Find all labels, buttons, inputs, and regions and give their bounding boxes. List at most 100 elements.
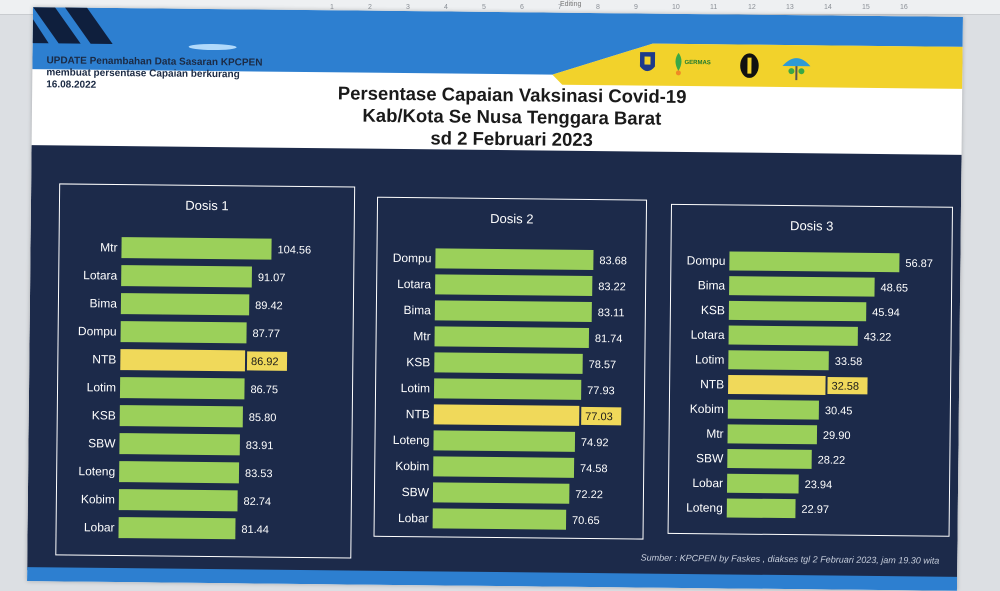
category-label: KSB [701, 303, 725, 317]
ruler-tick: 9 [634, 4, 638, 11]
value-label: 70.65 [572, 515, 600, 527]
value-label: 74.58 [580, 463, 608, 475]
value-label: 86.75 [250, 384, 278, 396]
ruler-tick: 8 [596, 4, 600, 11]
ruler-tick: 10 [672, 4, 680, 11]
bar [727, 399, 819, 420]
ruler-tick: 14 [824, 4, 832, 11]
value-label: 22.97 [801, 504, 829, 516]
category-label: Mtr [706, 427, 723, 441]
value-label: 104.56 [277, 244, 311, 256]
category-label: Lotim [401, 381, 430, 395]
category-label: Lobar [692, 476, 723, 490]
category-label: Lotim [695, 352, 724, 366]
ruler-tick: 4 [444, 4, 448, 11]
main-title: Persentase Capaian Vaksinasi Covid-19 Ka… [272, 82, 753, 153]
bar [728, 325, 858, 346]
value-label: 29.90 [823, 430, 851, 442]
bar [119, 405, 243, 428]
value-label: 74.92 [581, 437, 609, 449]
value-label: 77.03 [585, 411, 613, 423]
family-umbrella-logo-icon [782, 58, 811, 81]
bar-chart: Dompu 83.68 Lotara 83.22 Bima 83.11 Mtr 81.74 KS… [393, 248, 627, 530]
bar [433, 456, 575, 478]
value-label: 82.74 [243, 496, 271, 508]
value-label: 83.68 [599, 255, 627, 267]
bar [432, 482, 570, 504]
source-note: Sumber : KPCPEN by Faskes , diakses tgl … [640, 552, 940, 566]
header-stripe [32, 19, 49, 44]
bar-highlight [433, 404, 580, 426]
bar-highlight [120, 349, 246, 372]
category-label: Lotara [691, 328, 725, 342]
category-label: Loteng [78, 464, 115, 478]
bar [120, 321, 247, 344]
category-label: Kobim [81, 492, 115, 506]
bar [120, 293, 250, 316]
germas-logo-icon [675, 52, 682, 76]
category-label: NTB [92, 352, 116, 366]
bar [729, 251, 900, 273]
chart-panel-dosis-2: Dosis 2 Dompu 83.68 Lotara 83.22 Bima 83.11 Mtr… [373, 196, 648, 540]
bar [119, 377, 245, 400]
value-label: 72.22 [575, 489, 603, 501]
category-label: Mtr [413, 329, 430, 343]
bar [118, 489, 238, 512]
bar [726, 498, 796, 519]
logo-group: GERMAS [630, 47, 830, 93]
header-glow [188, 44, 237, 51]
header-stripe [33, 7, 81, 44]
value-label: 89.42 [255, 300, 283, 312]
value-label: 32.58 [831, 381, 859, 393]
chart-panel-dosis-1: Dosis 1 Mtr 104.56 Lotara 91.07 Bima 89.42 Domp… [55, 183, 356, 559]
bar [119, 433, 240, 456]
germas-logo-text: GERMAS [684, 59, 711, 67]
value-label: 33.58 [835, 356, 863, 368]
value-label: 83.53 [245, 468, 273, 480]
bar [433, 430, 576, 452]
ruler-tick: 5 [482, 4, 486, 11]
category-label: Bima [403, 303, 431, 317]
category-label: Dompu [78, 324, 117, 338]
bar [121, 237, 272, 260]
bar [434, 300, 592, 323]
value-label: 83.91 [246, 440, 274, 452]
ruler-tick: 16 [900, 4, 908, 11]
category-label: Lotim [87, 380, 116, 394]
header-blue-band [32, 7, 963, 75]
value-label: 81.74 [595, 333, 623, 345]
chart-area: Dosis 1 Mtr 104.56 Lotara 91.07 Bima 89.42 Domp… [27, 145, 962, 580]
update-note: UPDATE Penambahan Data Sasaran KPCPEN me… [46, 55, 276, 93]
value-label: 30.45 [825, 405, 853, 417]
bar [727, 449, 812, 469]
category-label: SBW [88, 436, 116, 450]
value-label: 43.22 [864, 331, 892, 343]
bar [433, 378, 582, 400]
category-label: Bima [698, 278, 726, 292]
bar [432, 508, 567, 530]
bar-highlight [728, 374, 826, 395]
ruler-tick: 2 [368, 4, 372, 11]
bar-chart: Dompu 56.87 Bima 48.65 KSB 45.94 Lotara 43.22 Lo… [686, 251, 933, 519]
ruler-tick: 1 [330, 4, 334, 11]
category-label: KSB [406, 355, 430, 369]
update-date: 16.08.2022 [46, 79, 97, 91]
value-label: 91.07 [258, 272, 286, 284]
bar [726, 473, 799, 494]
value-label: 23.94 [805, 479, 833, 491]
category-label: Loteng [686, 501, 723, 515]
value-label-box [581, 406, 622, 426]
ruler-tick: 3 [406, 4, 410, 11]
value-label: 81.44 [241, 524, 269, 536]
category-label: Kobim [395, 459, 429, 473]
ruler-tick: 13 [786, 4, 794, 11]
bar [118, 517, 236, 540]
health-office-emblem-icon [738, 51, 761, 80]
category-label: NTB [700, 377, 724, 391]
category-label: Bima [90, 296, 118, 310]
value-label-box [827, 376, 868, 395]
ruler-tick: 11 [710, 4, 718, 11]
value-label: 48.65 [880, 282, 908, 294]
category-label: Kobim [690, 402, 724, 416]
editing-label: Editing [560, 1, 582, 8]
